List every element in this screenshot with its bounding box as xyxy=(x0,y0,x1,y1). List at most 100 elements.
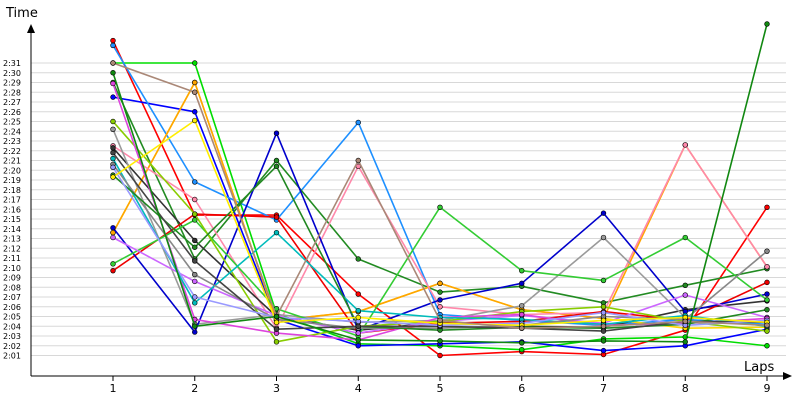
data-point xyxy=(192,117,198,124)
data-point xyxy=(519,280,525,287)
data-point xyxy=(519,267,525,274)
series xyxy=(110,130,770,335)
x-tick-label: 5 xyxy=(437,382,444,395)
data-point xyxy=(437,289,443,295)
y-axis-arrow xyxy=(27,24,35,33)
data-point xyxy=(355,119,361,126)
y-tick-label: 2:27 xyxy=(3,98,21,107)
data-point xyxy=(355,157,361,164)
data-point xyxy=(519,325,525,331)
data-point xyxy=(355,343,361,349)
data-point xyxy=(192,109,198,115)
y-tick-label: 2:02 xyxy=(3,342,21,351)
data-point xyxy=(764,297,770,303)
data-point xyxy=(192,271,198,278)
y-tick-label: 2:23 xyxy=(3,137,21,146)
data-point xyxy=(682,292,688,298)
data-point xyxy=(600,304,607,310)
data-point xyxy=(192,211,198,217)
series xyxy=(110,118,770,345)
data-point xyxy=(764,343,770,349)
y-tick-label: 2:31 xyxy=(3,59,21,68)
y-tick-label: 2:09 xyxy=(3,274,21,283)
data-point xyxy=(192,278,198,285)
data-point xyxy=(192,237,198,244)
data-point xyxy=(110,118,116,125)
x-tick-label: 4 xyxy=(355,382,362,395)
data-point xyxy=(110,60,116,66)
y-axis-title: Time xyxy=(5,6,38,21)
data-point xyxy=(110,225,116,231)
y-tick-label: 2:06 xyxy=(3,303,21,312)
x-tick-label: 1 xyxy=(110,382,117,395)
data-point xyxy=(437,304,443,310)
y-tick-label: 2:18 xyxy=(3,186,21,195)
data-point xyxy=(437,317,443,324)
y-tick-label: 2:29 xyxy=(3,79,21,88)
y-tick-label: 2:20 xyxy=(3,166,21,175)
data-point xyxy=(192,196,198,203)
data-point xyxy=(437,280,443,287)
y-tick-label: 2:14 xyxy=(3,225,21,234)
y-tick-label: 2:16 xyxy=(3,205,21,214)
data-point xyxy=(192,89,198,95)
data-point xyxy=(355,291,361,297)
data-point xyxy=(192,258,198,264)
data-point xyxy=(600,323,607,329)
data-point xyxy=(682,142,688,148)
data-point xyxy=(682,282,688,288)
data-point xyxy=(764,322,770,328)
data-point xyxy=(110,261,116,267)
data-point xyxy=(437,204,443,211)
data-point xyxy=(600,328,607,334)
data-point xyxy=(110,150,116,156)
y-tick-label: 2:22 xyxy=(3,147,21,156)
data-point xyxy=(192,79,198,86)
data-point xyxy=(355,337,361,343)
x-tick-label: 6 xyxy=(518,382,525,395)
data-point xyxy=(764,279,770,286)
y-tick-label: 2:07 xyxy=(3,293,21,302)
data-point xyxy=(600,309,607,316)
data-point xyxy=(682,234,688,241)
x-tick-label: 3 xyxy=(273,382,280,395)
data-point xyxy=(110,80,116,87)
y-tick-label: 2:03 xyxy=(3,332,21,341)
data-point xyxy=(273,229,280,236)
series xyxy=(110,60,770,331)
data-point xyxy=(110,37,116,44)
y-tick-label: 2:12 xyxy=(3,244,21,253)
data-point xyxy=(764,306,770,313)
data-point xyxy=(273,326,280,332)
data-point xyxy=(682,318,688,325)
series xyxy=(110,79,770,306)
y-tick-label: 2:17 xyxy=(3,196,21,205)
data-point xyxy=(600,234,607,241)
data-point xyxy=(437,352,443,359)
data-point xyxy=(600,338,607,344)
data-point xyxy=(192,60,198,66)
data-point xyxy=(437,338,443,344)
y-tick-label: 2:25 xyxy=(3,118,21,127)
y-tick-label: 2:01 xyxy=(3,352,21,361)
x-axis-title: Laps xyxy=(744,360,774,375)
data-point xyxy=(110,174,116,180)
data-point xyxy=(519,303,525,309)
data-point xyxy=(600,317,607,324)
y-tick-label: 2:24 xyxy=(3,127,21,136)
data-point xyxy=(110,164,116,171)
data-point xyxy=(273,130,280,136)
data-point xyxy=(110,145,116,151)
y-tick-labels: 2:012:022:032:042:052:062:072:082:092:10… xyxy=(3,59,21,361)
data-point xyxy=(273,163,280,170)
data-point xyxy=(764,204,770,211)
data-point xyxy=(600,347,607,354)
x-axis-arrow xyxy=(783,372,792,380)
series-line xyxy=(112,23,768,344)
y-tick-label: 2:19 xyxy=(3,176,21,185)
data-point xyxy=(519,346,525,353)
axes xyxy=(27,24,792,381)
data-point xyxy=(764,21,770,27)
data-point xyxy=(110,70,116,76)
y-tick-label: 2:30 xyxy=(3,69,21,78)
